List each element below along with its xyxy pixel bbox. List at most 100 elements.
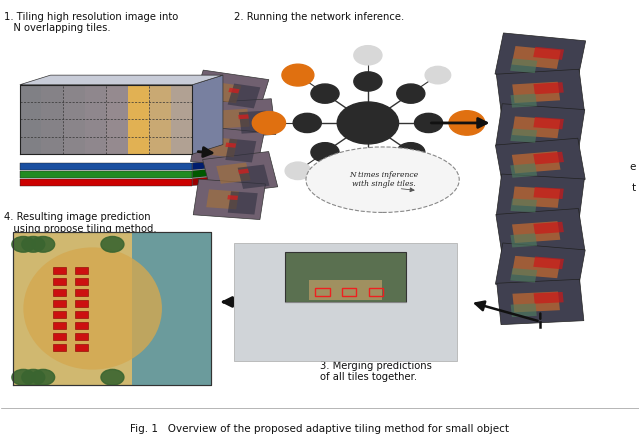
Polygon shape [20,85,192,154]
FancyBboxPatch shape [228,84,260,108]
Circle shape [354,72,382,91]
Circle shape [354,155,382,174]
FancyBboxPatch shape [75,267,88,274]
Polygon shape [192,160,223,170]
FancyBboxPatch shape [63,85,85,154]
Text: Fig. 1   Overview of the proposed adaptive tiling method for small object: Fig. 1 Overview of the proposed adaptive… [131,424,509,434]
Text: 1. Tiling high resolution image into
   N overlapping tiles.: 1. Tiling high resolution image into N o… [4,12,178,33]
FancyBboxPatch shape [75,344,88,351]
FancyBboxPatch shape [204,137,237,157]
FancyBboxPatch shape [106,85,128,154]
Text: N times inference
with single tiles.: N times inference with single tiles. [349,171,419,188]
FancyBboxPatch shape [228,191,258,215]
FancyBboxPatch shape [497,174,584,220]
FancyBboxPatch shape [149,85,172,154]
FancyBboxPatch shape [496,104,585,151]
FancyBboxPatch shape [512,82,560,103]
Circle shape [285,162,310,180]
Polygon shape [20,163,192,170]
Circle shape [22,237,45,252]
FancyBboxPatch shape [84,85,107,154]
Circle shape [12,237,35,252]
Circle shape [101,369,124,385]
FancyBboxPatch shape [512,151,561,173]
Text: 4. Resulting image prediction
   using propose tiling method.: 4. Resulting image prediction using prop… [4,212,157,234]
FancyBboxPatch shape [510,128,537,143]
FancyBboxPatch shape [239,111,268,134]
FancyBboxPatch shape [512,221,560,243]
Circle shape [31,237,54,252]
FancyBboxPatch shape [511,46,561,69]
FancyBboxPatch shape [533,152,564,164]
FancyBboxPatch shape [511,304,537,317]
FancyBboxPatch shape [227,195,238,200]
FancyBboxPatch shape [206,189,239,209]
FancyBboxPatch shape [228,88,239,93]
FancyBboxPatch shape [533,222,564,234]
FancyBboxPatch shape [191,126,264,168]
FancyBboxPatch shape [53,322,66,329]
FancyBboxPatch shape [225,142,236,148]
FancyBboxPatch shape [512,256,561,278]
Text: 3. Merging predictions
of all tiles together.: 3. Merging predictions of all tiles toge… [320,361,432,382]
FancyBboxPatch shape [127,85,150,154]
FancyBboxPatch shape [53,279,66,285]
Circle shape [449,111,484,135]
Circle shape [354,46,382,65]
FancyBboxPatch shape [512,117,560,138]
Polygon shape [192,176,223,186]
FancyBboxPatch shape [193,70,269,115]
Circle shape [101,237,124,252]
FancyBboxPatch shape [511,94,537,108]
Circle shape [355,182,381,199]
FancyBboxPatch shape [534,187,564,199]
Circle shape [311,84,339,103]
Polygon shape [192,75,223,154]
FancyBboxPatch shape [207,81,241,103]
FancyBboxPatch shape [171,85,193,154]
Text: t: t [632,184,636,194]
FancyBboxPatch shape [533,117,564,129]
FancyBboxPatch shape [497,69,584,116]
FancyBboxPatch shape [53,267,66,274]
Circle shape [12,369,35,385]
FancyBboxPatch shape [234,243,458,361]
Polygon shape [20,171,192,178]
FancyBboxPatch shape [53,300,66,307]
FancyBboxPatch shape [53,311,66,318]
Circle shape [22,369,45,385]
FancyBboxPatch shape [238,169,249,174]
Circle shape [424,161,452,180]
Circle shape [397,84,425,103]
FancyBboxPatch shape [42,85,63,154]
FancyBboxPatch shape [75,333,88,340]
FancyBboxPatch shape [510,268,537,283]
Polygon shape [20,75,223,85]
FancyBboxPatch shape [285,252,406,302]
FancyBboxPatch shape [513,292,560,312]
Circle shape [425,67,451,84]
Ellipse shape [24,247,162,370]
FancyBboxPatch shape [75,279,88,285]
FancyBboxPatch shape [238,114,249,119]
FancyBboxPatch shape [534,82,564,94]
Text: 2. Running the network inference.: 2. Running the network inference. [234,12,404,21]
FancyBboxPatch shape [20,85,42,154]
FancyBboxPatch shape [497,279,584,325]
Circle shape [282,64,314,86]
Circle shape [337,102,399,144]
FancyBboxPatch shape [13,232,211,385]
FancyBboxPatch shape [225,139,256,162]
FancyBboxPatch shape [309,280,382,300]
FancyBboxPatch shape [510,58,538,73]
Circle shape [311,143,339,162]
Ellipse shape [306,147,460,212]
Circle shape [252,112,285,134]
FancyBboxPatch shape [75,290,88,296]
FancyBboxPatch shape [512,187,560,208]
FancyBboxPatch shape [218,109,250,128]
FancyBboxPatch shape [205,99,276,138]
FancyBboxPatch shape [511,198,537,212]
Polygon shape [20,179,192,186]
FancyBboxPatch shape [132,232,211,385]
